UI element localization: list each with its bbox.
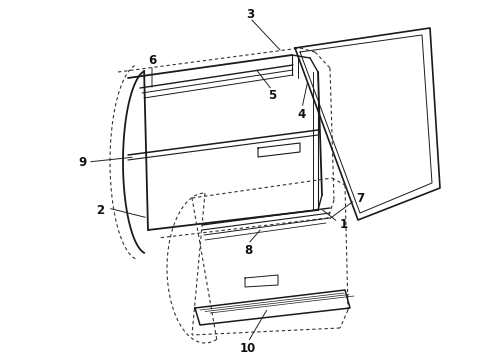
Text: 9: 9	[78, 156, 86, 168]
Text: 3: 3	[246, 8, 254, 21]
Text: 6: 6	[148, 54, 156, 67]
Text: 1: 1	[340, 217, 348, 230]
Text: 10: 10	[240, 342, 256, 355]
Text: 4: 4	[298, 108, 306, 121]
Text: 7: 7	[356, 192, 364, 204]
Text: 8: 8	[244, 243, 252, 257]
Text: 2: 2	[96, 203, 104, 216]
Text: 5: 5	[268, 89, 276, 102]
